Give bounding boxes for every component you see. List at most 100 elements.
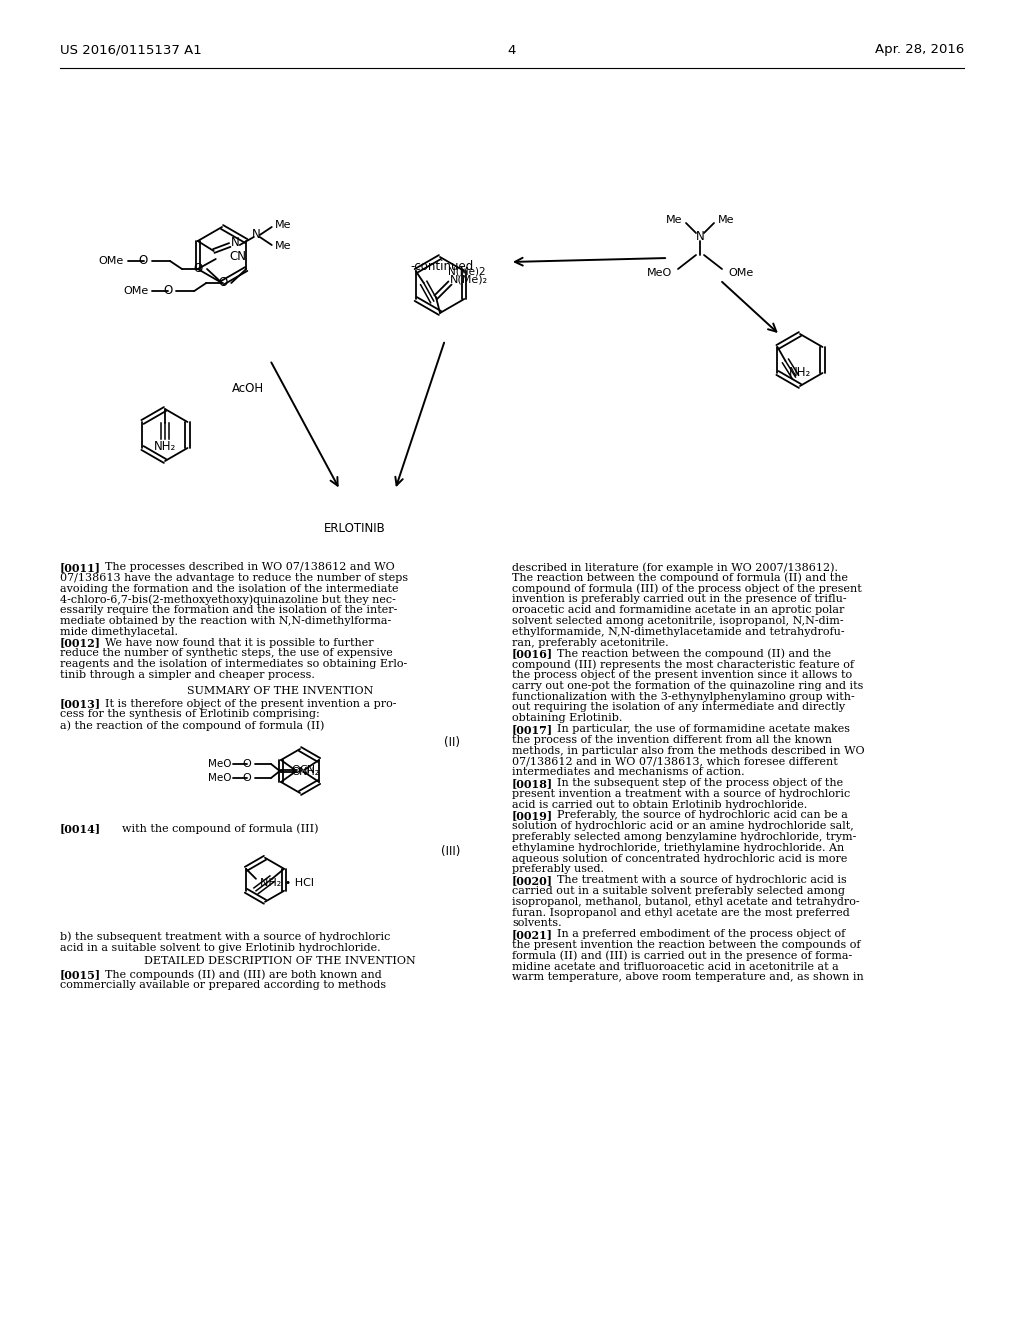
Text: The reaction between the compound of formula (II) and the: The reaction between the compound of for…	[512, 573, 848, 583]
Text: OMe: OMe	[123, 286, 148, 296]
Text: with the compound of formula (III): with the compound of formula (III)	[108, 822, 318, 833]
Text: methods, in particular also from the methods described in WO: methods, in particular also from the met…	[512, 746, 864, 755]
Text: O: O	[243, 759, 251, 770]
Text: (III): (III)	[440, 845, 460, 858]
Text: Preferably, the source of hydrochloric acid can be a: Preferably, the source of hydrochloric a…	[543, 810, 848, 821]
Text: cess for the synthesis of Erlotinib comprising:: cess for the synthesis of Erlotinib comp…	[60, 709, 319, 719]
Text: Apr. 28, 2016: Apr. 28, 2016	[874, 44, 964, 57]
Text: warm temperature, above room temperature and, as shown in: warm temperature, above room temperature…	[512, 973, 864, 982]
Text: furan. Isopropanol and ethyl acetate are the most preferred: furan. Isopropanol and ethyl acetate are…	[512, 908, 850, 917]
Text: DETAILED DESCRIPTION OF THE INVENTION: DETAILED DESCRIPTION OF THE INVENTION	[144, 957, 416, 966]
Text: OMe: OMe	[98, 256, 124, 267]
Text: preferably selected among benzylamine hydrochloride, trym-: preferably selected among benzylamine hy…	[512, 832, 856, 842]
Text: US 2016/0115137 A1: US 2016/0115137 A1	[60, 44, 202, 57]
Text: carried out in a suitable solvent preferably selected among: carried out in a suitable solvent prefer…	[512, 886, 845, 896]
Text: compound of formula (III) of the process object of the present: compound of formula (III) of the process…	[512, 583, 862, 594]
Text: the process of the invention different from all the known: the process of the invention different f…	[512, 735, 831, 744]
Text: O: O	[163, 285, 172, 297]
Text: [0015]: [0015]	[60, 969, 101, 981]
Text: N(Me)2: N(Me)2	[449, 267, 485, 276]
Text: CN: CN	[229, 251, 247, 264]
Text: [0016]: [0016]	[512, 648, 553, 660]
Text: carry out one-pot the formation of the quinazoline ring and its: carry out one-pot the formation of the q…	[512, 681, 863, 690]
Text: aqueous solution of concentrated hydrochloric acid is more: aqueous solution of concentrated hydroch…	[512, 854, 848, 863]
Text: [0014]: [0014]	[60, 822, 101, 834]
Text: AcOH: AcOH	[232, 381, 264, 395]
Text: the process object of the present invention since it allows to: the process object of the present invent…	[512, 671, 852, 680]
Text: present invention a treatment with a source of hydrochloric: present invention a treatment with a sou…	[512, 789, 850, 799]
Text: ERLOTINIB: ERLOTINIB	[325, 521, 386, 535]
Text: [0017]: [0017]	[512, 723, 553, 735]
Text: NH₂: NH₂	[299, 767, 321, 777]
Text: [0020]: [0020]	[512, 875, 553, 886]
Text: In a preferred embodiment of the process object of: In a preferred embodiment of the process…	[543, 929, 846, 940]
Text: -continued: -continued	[410, 260, 473, 273]
Text: b) the subsequent treatment with a source of hydrochloric: b) the subsequent treatment with a sourc…	[60, 932, 390, 942]
Text: [0021]: [0021]	[512, 929, 553, 940]
Text: acid in a suitable solvent to give Erlotinib hydrochloride.: acid in a suitable solvent to give Erlot…	[60, 942, 381, 953]
Text: solvents.: solvents.	[512, 919, 561, 928]
Text: MeO: MeO	[208, 759, 231, 770]
Text: In the subsequent step of the process object of the: In the subsequent step of the process ob…	[543, 777, 844, 788]
Text: SUMMARY OF THE INVENTION: SUMMARY OF THE INVENTION	[186, 686, 373, 696]
Text: ethylamine hydrochloride, triethylamine hydrochloride. An: ethylamine hydrochloride, triethylamine …	[512, 842, 844, 853]
Text: [0019]: [0019]	[512, 810, 553, 821]
Text: oroacetic acid and formamidine acetate in an aprotic polar: oroacetic acid and formamidine acetate i…	[512, 605, 845, 615]
Text: preferably used.: preferably used.	[512, 865, 604, 874]
Text: NH₂: NH₂	[788, 366, 811, 379]
Text: The processes described in WO 07/138612 and WO: The processes described in WO 07/138612 …	[91, 562, 395, 572]
Text: O: O	[194, 263, 203, 276]
Text: essarily require the formation and the isolation of the inter-: essarily require the formation and the i…	[60, 605, 397, 615]
Text: reduce the number of synthetic steps, the use of expensive: reduce the number of synthetic steps, th…	[60, 648, 393, 659]
Text: O: O	[291, 767, 300, 777]
Text: mide dimethylacetal.: mide dimethylacetal.	[60, 627, 178, 636]
Text: Me: Me	[274, 242, 291, 251]
Text: formula (II) and (III) is carried out in the presence of forma-: formula (II) and (III) is carried out in…	[512, 950, 852, 961]
Text: NH₂ • HCl: NH₂ • HCl	[260, 878, 314, 888]
Text: Me: Me	[666, 215, 682, 224]
Text: [0011]: [0011]	[60, 562, 101, 573]
Text: the present invention the reaction between the compounds of: the present invention the reaction betwe…	[512, 940, 860, 950]
Text: ethylformamide, N,N-dimethylacetamide and tetrahydrofu-: ethylformamide, N,N-dimethylacetamide an…	[512, 627, 845, 636]
Text: avoiding the formation and the isolation of the intermediate: avoiding the formation and the isolation…	[60, 583, 398, 594]
Text: Me: Me	[718, 215, 734, 224]
Text: functionalization with the 3-ethynylphenylamino group with-: functionalization with the 3-ethynylphen…	[512, 692, 855, 702]
Text: acid is carried out to obtain Erlotinib hydrochloride.: acid is carried out to obtain Erlotinib …	[512, 800, 807, 809]
Text: compound (III) represents the most characteristic feature of: compound (III) represents the most chara…	[512, 659, 854, 669]
Text: isopropanol, methanol, butanol, ethyl acetate and tetrahydro-: isopropanol, methanol, butanol, ethyl ac…	[512, 896, 859, 907]
Text: intermediates and mechanisms of action.: intermediates and mechanisms of action.	[512, 767, 744, 777]
Text: midine acetate and trifluoroacetic acid in acetonitrile at a: midine acetate and trifluoroacetic acid …	[512, 961, 839, 972]
Text: CN: CN	[299, 766, 315, 775]
Text: mediate obtained by the reaction with N,N-dimethylforma-: mediate obtained by the reaction with N,…	[60, 616, 391, 626]
Text: (II): (II)	[444, 737, 460, 750]
Text: solvent selected among acetonitrile, isopropanol, N,N-dim-: solvent selected among acetonitrile, iso…	[512, 616, 844, 626]
Text: We have now found that it is possible to further: We have now found that it is possible to…	[91, 638, 374, 648]
Text: 07/138612 and in WO 07/138613, which foresee different: 07/138612 and in WO 07/138613, which for…	[512, 756, 838, 767]
Text: reagents and the isolation of intermediates so obtaining Erlo-: reagents and the isolation of intermedia…	[60, 659, 408, 669]
Text: O: O	[291, 766, 300, 775]
Text: solution of hydrochloric acid or an amine hydrochloride salt,: solution of hydrochloric acid or an amin…	[512, 821, 854, 832]
Text: It is therefore object of the present invention a pro-: It is therefore object of the present in…	[91, 698, 396, 709]
Text: The treatment with a source of hydrochloric acid is: The treatment with a source of hydrochlo…	[543, 875, 847, 886]
Text: N: N	[695, 231, 705, 243]
Text: NH₂: NH₂	[154, 441, 176, 454]
Text: MeO: MeO	[647, 268, 672, 279]
Text: The reaction between the compound (II) and the: The reaction between the compound (II) a…	[543, 648, 831, 659]
Text: 07/138613 have the advantage to reduce the number of steps: 07/138613 have the advantage to reduce t…	[60, 573, 409, 583]
Text: Me: Me	[274, 220, 291, 230]
Text: MeO: MeO	[208, 774, 231, 783]
Text: N(Me)₂: N(Me)₂	[450, 275, 488, 284]
Text: commercially available or prepared according to methods: commercially available or prepared accor…	[60, 979, 386, 990]
Text: O: O	[243, 774, 251, 783]
Text: In particular, the use of formamidine acetate makes: In particular, the use of formamidine ac…	[543, 723, 850, 734]
Text: 4-chloro-6,7-bis(2-methoxyethoxy)quinazoline but they nec-: 4-chloro-6,7-bis(2-methoxyethoxy)quinazo…	[60, 594, 396, 605]
Text: [0013]: [0013]	[60, 698, 101, 710]
Text: obtaining Erlotinib.: obtaining Erlotinib.	[512, 713, 623, 723]
Text: N: N	[230, 236, 240, 249]
Text: O: O	[218, 276, 227, 289]
Text: O: O	[138, 255, 148, 268]
Text: [0012]: [0012]	[60, 638, 101, 648]
Text: tinib through a simpler and cheaper process.: tinib through a simpler and cheaper proc…	[60, 671, 314, 680]
Text: N: N	[251, 228, 260, 242]
Text: ran, preferably acetonitrile.: ran, preferably acetonitrile.	[512, 638, 669, 648]
